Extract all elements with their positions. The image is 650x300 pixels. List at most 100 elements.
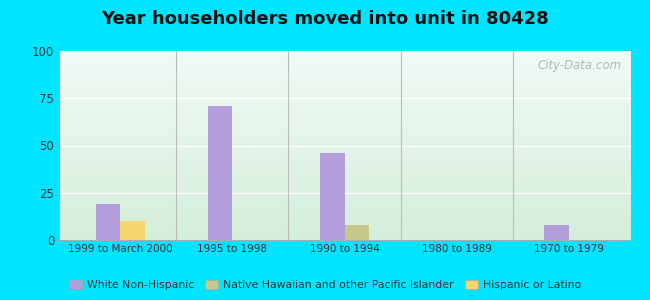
Bar xyxy=(58,151,630,152)
Bar xyxy=(58,114,630,115)
Bar xyxy=(58,81,630,82)
Bar xyxy=(58,99,630,100)
Bar xyxy=(58,237,630,238)
Bar xyxy=(96,204,120,240)
Bar xyxy=(58,109,630,110)
Bar xyxy=(58,139,630,140)
Bar xyxy=(58,154,630,155)
Bar xyxy=(58,175,630,176)
Bar xyxy=(58,165,630,166)
Bar xyxy=(58,62,630,63)
Bar xyxy=(58,121,630,122)
Bar xyxy=(58,164,630,165)
Bar xyxy=(58,191,630,192)
Bar xyxy=(58,229,630,230)
Bar xyxy=(58,97,630,98)
Bar xyxy=(58,186,630,187)
Bar xyxy=(58,178,630,179)
Bar xyxy=(58,150,630,151)
Bar xyxy=(58,87,630,88)
Bar xyxy=(58,205,630,206)
Bar xyxy=(58,167,630,168)
Bar xyxy=(58,207,630,208)
Bar xyxy=(58,59,630,60)
Bar xyxy=(58,60,630,62)
Bar xyxy=(58,234,630,235)
Bar xyxy=(58,101,630,102)
Bar xyxy=(58,203,630,204)
Bar xyxy=(58,104,630,105)
Bar xyxy=(58,98,630,99)
Bar xyxy=(58,190,630,191)
Bar xyxy=(58,158,630,159)
Bar xyxy=(58,71,630,72)
Bar xyxy=(58,216,630,217)
Bar xyxy=(58,230,630,232)
Bar xyxy=(58,54,630,55)
Bar xyxy=(58,132,630,133)
Bar xyxy=(58,68,630,69)
Bar xyxy=(58,155,630,156)
Bar xyxy=(58,214,630,215)
Bar xyxy=(58,211,630,212)
Bar xyxy=(58,79,630,80)
Bar xyxy=(58,179,630,181)
Bar xyxy=(58,187,630,188)
Bar xyxy=(58,129,630,130)
Bar xyxy=(58,156,630,157)
Legend: White Non-Hispanic, Native Hawaiian and other Pacific Islander, Hispanic or Lati: White Non-Hispanic, Native Hawaiian and … xyxy=(64,276,586,295)
Bar xyxy=(58,176,630,177)
Bar xyxy=(58,141,630,142)
Bar xyxy=(58,110,630,112)
Bar xyxy=(58,218,630,219)
Bar xyxy=(58,181,630,182)
Bar xyxy=(58,100,630,101)
Bar xyxy=(58,82,630,83)
Bar xyxy=(58,76,630,77)
Bar xyxy=(58,206,630,207)
Bar xyxy=(58,213,630,214)
Bar xyxy=(58,125,630,126)
Bar xyxy=(58,86,630,87)
Bar xyxy=(58,193,630,194)
Bar xyxy=(58,108,630,109)
Bar xyxy=(58,143,630,144)
Text: Year householders moved into unit in 80428: Year householders moved into unit in 804… xyxy=(101,11,549,28)
Bar xyxy=(58,212,630,213)
Bar xyxy=(58,149,630,150)
Bar xyxy=(58,75,630,76)
Bar xyxy=(58,225,630,226)
Bar xyxy=(58,223,630,224)
Bar xyxy=(58,117,630,118)
Bar xyxy=(58,128,630,129)
Bar xyxy=(58,106,630,107)
Bar xyxy=(58,123,630,124)
Bar xyxy=(58,171,630,172)
Bar xyxy=(58,217,630,218)
Bar xyxy=(58,188,630,189)
Bar xyxy=(58,105,630,106)
Bar xyxy=(58,65,630,66)
Bar xyxy=(58,84,630,85)
Bar xyxy=(58,131,630,132)
Bar xyxy=(320,153,345,240)
Bar xyxy=(58,113,630,114)
Bar xyxy=(58,102,630,103)
Bar xyxy=(58,58,630,59)
Bar xyxy=(58,177,630,178)
Bar xyxy=(207,106,232,240)
Bar xyxy=(58,127,630,128)
Bar xyxy=(58,135,630,136)
Bar xyxy=(58,96,630,97)
Bar xyxy=(58,192,630,193)
Bar xyxy=(58,146,630,147)
Bar xyxy=(58,136,630,137)
Bar xyxy=(58,157,630,158)
Bar xyxy=(58,83,630,84)
Bar xyxy=(58,202,630,203)
Bar xyxy=(58,182,630,183)
Bar xyxy=(58,232,630,233)
Bar xyxy=(58,227,630,228)
Bar xyxy=(58,197,630,198)
Bar xyxy=(58,92,630,93)
